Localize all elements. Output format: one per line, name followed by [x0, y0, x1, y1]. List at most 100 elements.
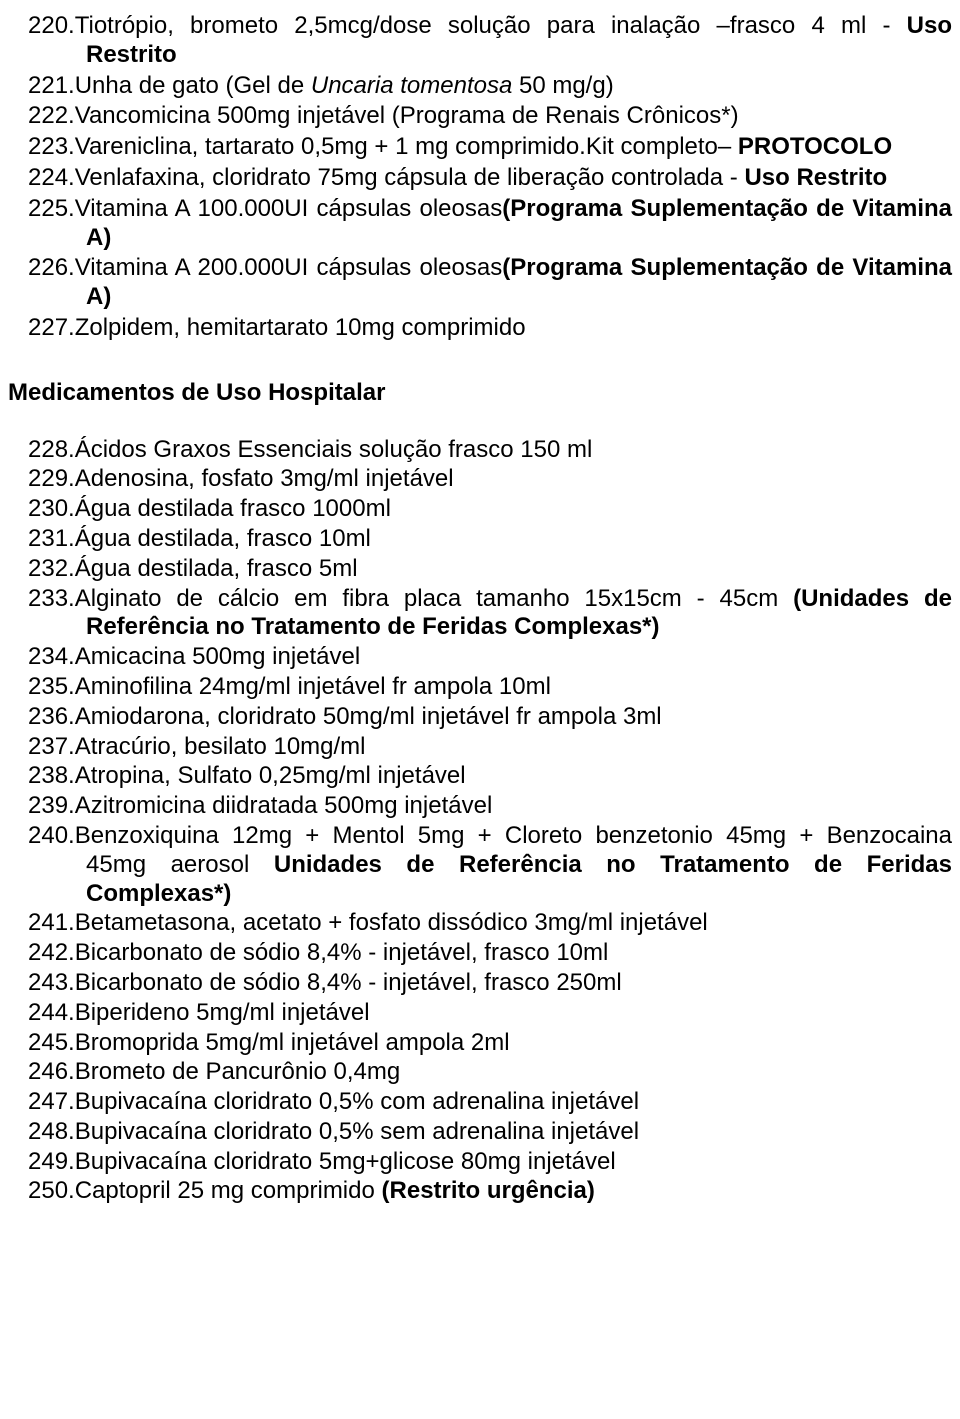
list-item: 237.Atracúrio, besilato 10mg/ml	[8, 733, 952, 762]
item-number: 249.	[28, 1148, 75, 1175]
list-item: 242.Bicarbonato de sódio 8,4% - injetáve…	[8, 939, 952, 968]
list-item: 228.Ácidos Graxos Essenciais solução fra…	[8, 436, 952, 465]
item-text: Vareniclina, tartarato 0,5mg + 1 mg comp…	[75, 133, 738, 160]
list-item: 221.Unha de gato (Gel de Uncaria tomento…	[8, 72, 952, 101]
item-text: Aminofilina 24mg/ml injetável fr ampola …	[75, 673, 551, 700]
list-item: 223.Vareniclina, tartarato 0,5mg + 1 mg …	[8, 133, 952, 162]
item-text: Amiodarona, cloridrato 50mg/ml injetável…	[75, 703, 662, 730]
item-text: Unha de gato (Gel de	[75, 72, 311, 99]
list-item: 246.Brometo de Pancurônio 0,4mg	[8, 1058, 952, 1087]
item-text: Bromoprida 5mg/ml injetável ampola 2ml	[75, 1029, 510, 1056]
list-item: 235.Aminofilina 24mg/ml injetável fr amp…	[8, 673, 952, 702]
item-number: 235.	[28, 673, 75, 700]
item-text: Vitamina A 200.000UI cápsulas oleosas	[75, 254, 503, 281]
item-number: 227.	[28, 314, 75, 341]
item-text: Zolpidem, hemitartarato 10mg comprimido	[75, 314, 526, 341]
item-bold-suffix: Uso Restrito	[744, 164, 887, 191]
item-text: Vitamina A 100.000UI cápsulas oleosas	[75, 195, 503, 222]
item-number: 221.	[28, 72, 75, 99]
item-text: Alginato de cálcio em fibra placa tamanh…	[75, 585, 793, 612]
item-text: Bupivacaína cloridrato 5mg+glicose 80mg …	[75, 1148, 616, 1175]
item-text: Ácidos Graxos Essenciais solução frasco …	[75, 436, 593, 463]
list-item: 220.Tiotrópio, brometo 2,5mcg/dose soluç…	[8, 12, 952, 70]
item-number: 245.	[28, 1029, 75, 1056]
item-text: Atropina, Sulfato 0,25mg/ml injetável	[75, 762, 466, 789]
list-item: 239.Azitromicina diidratada 500mg injetá…	[8, 792, 952, 821]
item-number: 243.	[28, 969, 75, 996]
list-item: 243.Bicarbonato de sódio 8,4% - injetáve…	[8, 969, 952, 998]
list-item: 226.Vitamina A 200.000UI cápsulas oleosa…	[8, 254, 952, 312]
item-number: 244.	[28, 999, 75, 1026]
item-text: Brometo de Pancurônio 0,4mg	[75, 1058, 401, 1085]
item-number: 225.	[28, 195, 75, 222]
list-item: 244.Biperideno 5mg/ml injetável	[8, 999, 952, 1028]
item-text: Biperideno 5mg/ml injetável	[75, 999, 370, 1026]
list-section-1: 220.Tiotrópio, brometo 2,5mcg/dose soluç…	[8, 12, 952, 343]
list-item: 248.Bupivacaína cloridrato 0,5% sem adre…	[8, 1118, 952, 1147]
item-number: 229.	[28, 465, 75, 492]
item-text: Bupivacaína cloridrato 0,5% sem adrenali…	[75, 1118, 639, 1145]
item-text: Bupivacaína cloridrato 0,5% com adrenali…	[75, 1088, 639, 1115]
item-number: 242.	[28, 939, 75, 966]
item-number: 220.	[28, 12, 75, 39]
item-number: 237.	[28, 733, 75, 760]
item-number: 247.	[28, 1088, 75, 1115]
item-italic: Uncaria tomentosa	[311, 72, 512, 99]
list-item: 249.Bupivacaína cloridrato 5mg+glicose 8…	[8, 1148, 952, 1177]
list-item: 250.Captopril 25 mg comprimido (Restrito…	[8, 1177, 952, 1206]
item-number: 234.	[28, 643, 75, 670]
list-item: 234.Amicacina 500mg injetável	[8, 643, 952, 672]
list-item: 233.Alginato de cálcio em fibra placa ta…	[8, 585, 952, 643]
list-item: 241.Betametasona, acetato + fosfato diss…	[8, 909, 952, 938]
item-text: Azitromicina diidratada 500mg injetável	[75, 792, 493, 819]
list-item: 247.Bupivacaína cloridrato 0,5% com adre…	[8, 1088, 952, 1117]
item-number: 238.	[28, 762, 75, 789]
item-number: 250.	[28, 1177, 75, 1204]
list-item: 231.Água destilada, frasco 10ml	[8, 525, 952, 554]
list-item: 236.Amiodarona, cloridrato 50mg/ml injet…	[8, 703, 952, 732]
list-item: 227.Zolpidem, hemitartarato 10mg comprim…	[8, 314, 952, 343]
item-number: 224.	[28, 164, 75, 191]
item-bold-suffix: (Restrito urgência)	[382, 1177, 595, 1204]
item-text: Bicarbonato de sódio 8,4% - injetável, f…	[75, 939, 609, 966]
item-number: 228.	[28, 436, 75, 463]
item-text: Água destilada, frasco 5ml	[75, 555, 358, 582]
item-text: Vancomicina 500mg injetável (Programa de…	[75, 102, 739, 129]
item-number: 226.	[28, 254, 75, 281]
item-text: Captopril 25 mg comprimido	[75, 1177, 382, 1204]
item-number: 232.	[28, 555, 75, 582]
list-item: 225.Vitamina A 100.000UI cápsulas oleosa…	[8, 195, 952, 253]
item-number: 231.	[28, 525, 75, 552]
item-number: 236.	[28, 703, 75, 730]
list-section-2: 228.Ácidos Graxos Essenciais solução fra…	[8, 436, 952, 1207]
item-text: Atracúrio, besilato 10mg/ml	[75, 733, 366, 760]
item-number: 230.	[28, 495, 75, 522]
item-text: Amicacina 500mg injetável	[75, 643, 360, 670]
list-item: 238.Atropina, Sulfato 0,25mg/ml injetáve…	[8, 762, 952, 791]
item-text-after: 50 mg/g)	[512, 72, 613, 99]
list-item: 232.Água destilada, frasco 5ml	[8, 555, 952, 584]
item-text: Adenosina, fosfato 3mg/ml injetável	[75, 465, 454, 492]
list-item: 224.Venlafaxina, cloridrato 75mg cápsula…	[8, 164, 952, 193]
list-item: 240.Benzoxiquina 12mg + Mentol 5mg + Clo…	[8, 822, 952, 908]
item-number: 248.	[28, 1118, 75, 1145]
item-number: 241.	[28, 909, 75, 936]
item-bold-suffix: PROTOCOLO	[738, 133, 892, 160]
item-number: 233.	[28, 585, 75, 612]
list-item: 222.Vancomicina 500mg injetável (Program…	[8, 102, 952, 131]
item-number: 222.	[28, 102, 75, 129]
item-text: Tiotrópio, brometo 2,5mcg/dose solução p…	[75, 12, 907, 39]
item-text: Betametasona, acetato + fosfato dissódic…	[75, 909, 708, 936]
item-text: Água destilada, frasco 10ml	[75, 525, 371, 552]
item-text: Venlafaxina, cloridrato 75mg cápsula de …	[75, 164, 745, 191]
list-item: 245.Bromoprida 5mg/ml injetável ampola 2…	[8, 1029, 952, 1058]
item-text: Água destilada frasco 1000ml	[75, 495, 391, 522]
item-text: Bicarbonato de sódio 8,4% - injetável, f…	[75, 969, 622, 996]
item-number: 246.	[28, 1058, 75, 1085]
list-item: 230.Água destilada frasco 1000ml	[8, 495, 952, 524]
item-number: 240.	[28, 822, 75, 849]
section-heading: Medicamentos de Uso Hospitalar	[8, 379, 952, 408]
item-number: 223.	[28, 133, 75, 160]
list-item: 229.Adenosina, fosfato 3mg/ml injetável	[8, 465, 952, 494]
item-number: 239.	[28, 792, 75, 819]
